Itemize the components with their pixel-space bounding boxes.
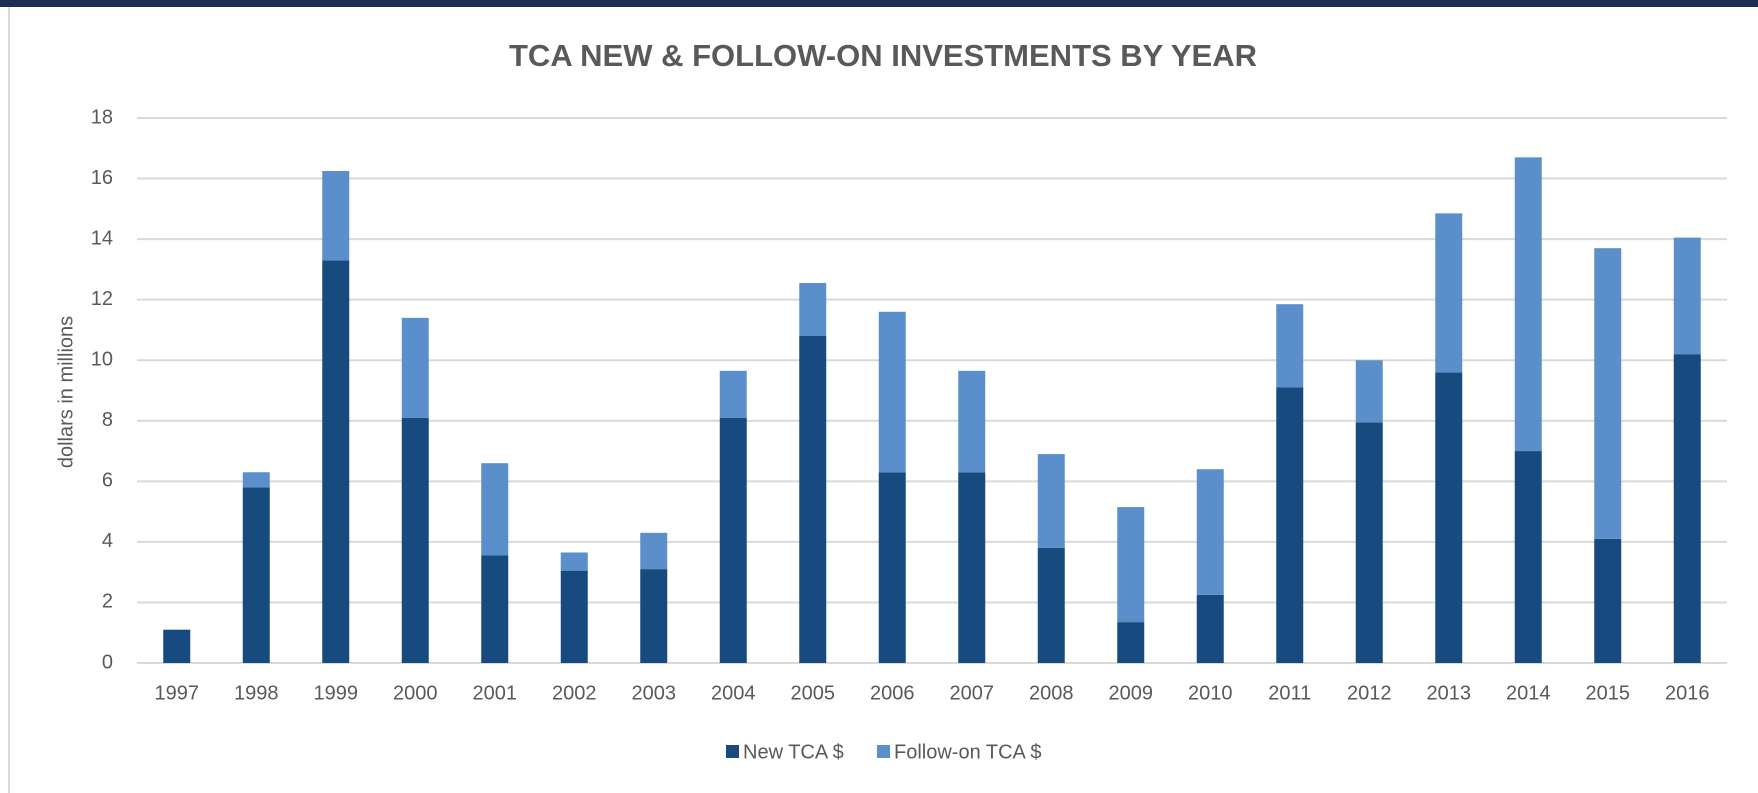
bar-segment xyxy=(1435,372,1463,663)
bar-segment xyxy=(1514,157,1542,452)
bar-segment xyxy=(640,569,668,663)
legend-swatch xyxy=(726,745,739,758)
x-tick-label: 2008 xyxy=(1029,682,1074,704)
bar-segment xyxy=(1276,304,1304,388)
bar-segment xyxy=(878,311,906,473)
x-tick-label: 2003 xyxy=(632,682,677,704)
bar-segment xyxy=(401,317,429,418)
bar-segment xyxy=(1594,248,1622,539)
x-tick-label: 2004 xyxy=(711,682,756,704)
x-tick-label: 2000 xyxy=(393,682,438,704)
x-tick-label: 2010 xyxy=(1188,682,1233,704)
x-tick-label: 2009 xyxy=(1109,682,1154,704)
x-tick-label: 2015 xyxy=(1586,682,1631,704)
x-tick-label: 2013 xyxy=(1427,682,1472,704)
x-tick-label: 2011 xyxy=(1268,682,1311,704)
bar-segment xyxy=(1037,547,1065,663)
bar-segment xyxy=(242,472,270,488)
chart-title: TCA NEW & FOLLOW-ON INVESTMENTS BY YEAR xyxy=(509,38,1257,73)
bar-segment xyxy=(958,472,986,663)
bar-segment xyxy=(1276,387,1304,663)
bar-segment xyxy=(481,463,509,556)
bar-segment xyxy=(1117,507,1145,623)
bar-segment xyxy=(401,417,429,663)
bar-segment xyxy=(799,283,827,336)
bar-segment xyxy=(163,629,191,663)
x-tick-label: 2005 xyxy=(791,682,836,704)
bar-segment xyxy=(560,552,588,571)
bar-segment xyxy=(1594,538,1622,663)
x-tick-label: 2016 xyxy=(1665,682,1710,704)
x-tick-label: 2012 xyxy=(1347,682,1392,704)
x-tick-label: 1999 xyxy=(314,682,359,704)
bar-segment xyxy=(1673,237,1701,355)
top-bar xyxy=(0,0,1758,7)
y-tick-label: 6 xyxy=(102,470,113,492)
bar-segment xyxy=(322,260,350,663)
x-tick-label: 2001 xyxy=(473,682,518,704)
y-tick-label: 14 xyxy=(91,227,113,249)
bar-segment xyxy=(1196,469,1224,595)
y-tick-label: 12 xyxy=(91,288,113,310)
bar-segment xyxy=(1117,622,1145,663)
bar-segment xyxy=(719,417,747,663)
bar-segment xyxy=(1355,360,1383,423)
x-tick-label: 2006 xyxy=(870,682,915,704)
bar-segment xyxy=(878,472,906,663)
x-tick-label: 2007 xyxy=(950,682,995,704)
bar-segment xyxy=(640,532,668,570)
x-tick-label: 2002 xyxy=(552,682,597,704)
y-tick-label: 16 xyxy=(91,167,113,189)
legend-label: New TCA $ xyxy=(743,741,844,763)
y-tick-label: 8 xyxy=(102,409,113,431)
bar-segment xyxy=(799,336,827,663)
x-tick-label: 1998 xyxy=(234,682,279,704)
bar-segment xyxy=(1673,354,1701,663)
bar-segment xyxy=(719,370,747,418)
y-axis-label: dollars in millions xyxy=(55,316,77,468)
bar-segment xyxy=(481,555,509,663)
bar-segment xyxy=(1037,454,1065,548)
y-tick-label: 4 xyxy=(102,530,113,552)
y-tick-label: 10 xyxy=(91,349,113,371)
y-tick-label: 0 xyxy=(102,651,113,673)
bar-segment xyxy=(1196,594,1224,663)
bar-segment xyxy=(242,487,270,663)
bar-segment xyxy=(322,170,350,261)
bar-segment xyxy=(958,370,986,473)
bar-segment xyxy=(1435,213,1463,373)
bar-segment xyxy=(1514,451,1542,663)
bar-segment xyxy=(560,570,588,663)
x-tick-label: 2014 xyxy=(1506,682,1551,704)
y-tick-label: 2 xyxy=(102,591,113,613)
bar-segment xyxy=(1355,422,1383,663)
legend-swatch xyxy=(877,745,890,758)
y-tick-label: 18 xyxy=(91,106,113,128)
legend-label: Follow-on TCA $ xyxy=(894,741,1041,763)
x-tick-label: 1997 xyxy=(155,682,200,704)
